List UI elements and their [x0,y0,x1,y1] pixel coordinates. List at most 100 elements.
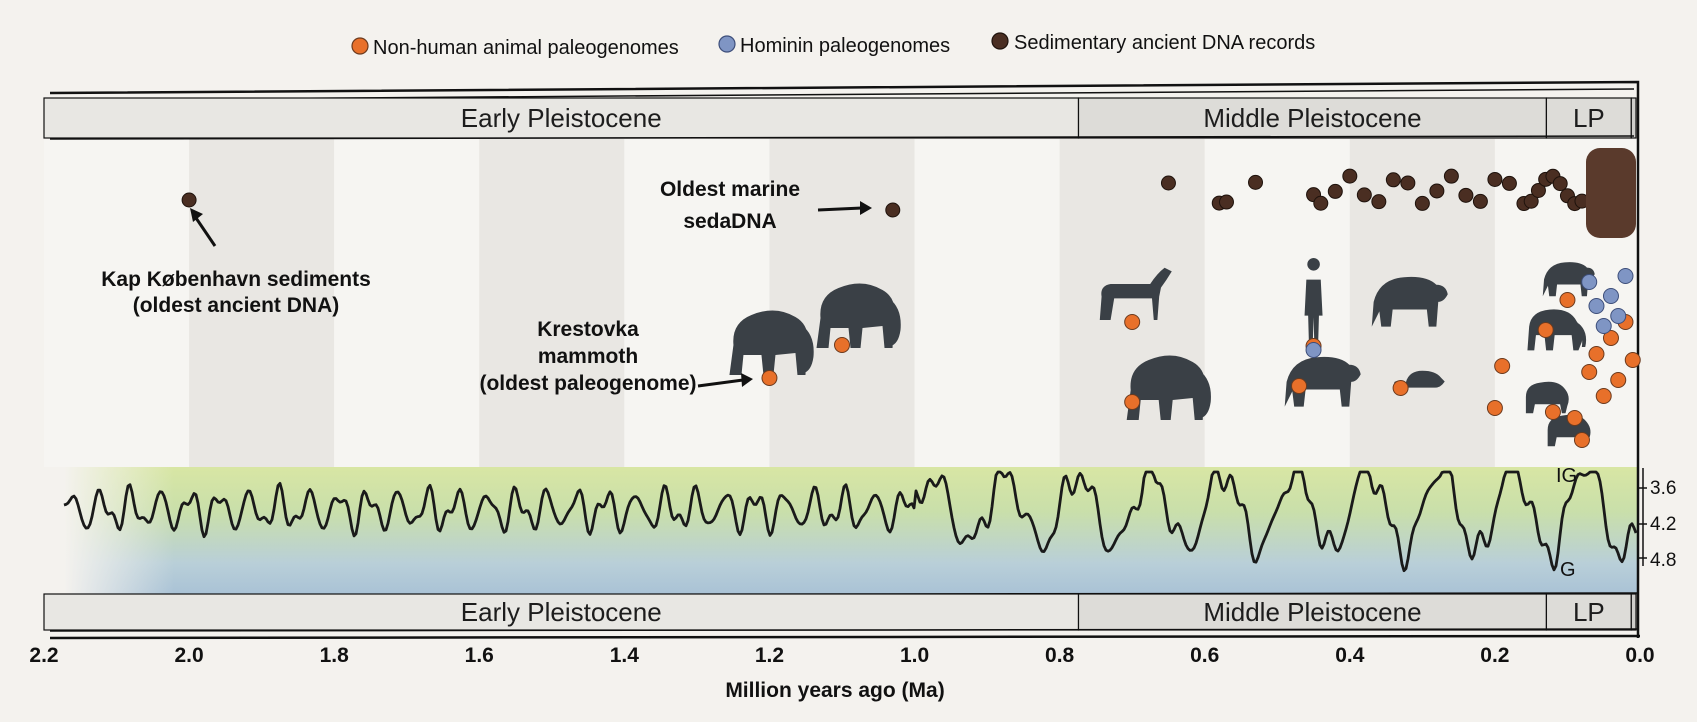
animal-bison-icon [1525,381,1569,414]
annotation-marine-sedadna: Oldest marine sedaDNA [660,178,872,233]
animal-mammoth-icon [1126,355,1211,420]
x-tick-label: 0.4 [1335,644,1365,667]
top-stage-2: LP [1545,97,1632,139]
nonhuman-paleogenome-point [1588,346,1605,362]
nonhuman-paleogenome-point [1291,378,1308,394]
nonhuman-paleogenome-point [1566,410,1583,426]
bottom-stage-1: Middle Pleistocene [1077,593,1548,631]
sedadna-point [1443,168,1459,184]
sedadna-point [1414,195,1430,211]
annotation-krest-line1: Krestovka [537,318,639,341]
top-stage-box-0 [43,97,1080,139]
bottom-stage-box-2 [1545,593,1632,631]
legend-item-sediment: Sedimentary ancient DNA records [991,32,1315,54]
bottom-stage-label-2: LP [1573,597,1605,627]
nonhuman-paleogenome-point [1559,292,1576,308]
nonhuman-paleogenome-point [1602,330,1619,346]
annotation-krest-arrowhead [741,373,753,387]
hominin-silhouette [1304,258,1323,348]
annotation-kap-kobenhavn: Kap København sediments (oldest ancient … [101,208,371,317]
nonhuman-paleogenome-point [1595,388,1612,404]
sedadna-point [1400,175,1416,191]
hominin-paleogenome-point [1602,288,1619,304]
horse-silhouette [1099,267,1172,320]
isotope-tick-48: 4.8 [1650,550,1676,571]
top-stage-0: Early Pleistocene [43,97,1080,139]
animal-elephant-icon [1527,309,1587,351]
animal-horse-icon [1099,267,1172,320]
legend-label-nonhuman: Non-human animal paleogenomes [373,37,679,59]
isotope-band: IG G 3.6 4.2 4.8 [63,465,1676,595]
mammoth-silhouette [729,310,814,375]
nonhuman-paleogenome-point [1494,358,1511,374]
annotation-kap-arrowhead [190,208,203,222]
legend-item-hominin: Hominin paleogenomes [718,35,950,57]
isotope-label-ig: IG [1556,465,1577,487]
sedadna-dense-cluster [1586,148,1636,238]
nonhuman-paleogenome-point [1124,314,1141,330]
animal-bear-icon [1371,276,1448,327]
bg-column-6 [914,139,1060,467]
bottom-band-bottom [49,628,1639,632]
sedadna-point [1313,195,1329,211]
nonhuman-paleogenome-point [1581,364,1598,380]
top-stage-label-0: Early Pleistocene [461,103,662,133]
sedadna-point [1523,193,1539,209]
sedadna-point [1429,183,1445,199]
top-stage-1: Middle Pleistocene [1077,97,1548,139]
nonhuman-paleogenome-point [1124,394,1141,410]
nonhuman-paleogenome-point [1537,322,1554,338]
sedadna-point [1356,187,1372,203]
x-tick-label: 0.0 [1625,644,1654,667]
legend: Non-human animal paleogenomes Hominin pa… [351,32,1315,59]
x-tick-label: 1.8 [320,644,350,667]
bear-silhouette [1284,356,1361,407]
annotation-krest-arrow [697,378,744,388]
axis-baseline [49,634,1641,640]
x-tick-label: 1.4 [610,644,640,667]
x-tick-label: 2.2 [29,644,58,667]
sedadna-point [181,192,197,208]
nonhuman-paleogenome-point [1573,432,1590,448]
annotation-marine-line1: Oldest marine [660,178,800,201]
bottom-stage-label-1: Middle Pleistocene [1203,597,1421,627]
isotope-band-fade [64,467,174,595]
mammoth-silhouette [816,283,901,348]
data-points [181,148,1641,448]
legend-marker-sediment [991,32,1009,50]
top-stage-box-2 [1545,97,1632,139]
sedadna-point [1248,174,1264,190]
x-axis-ticks: 2.2 2.0 1.8 1.6 1.4 1.2 1.0 0.8 0.6 0.4 0.2 0.0 [29,644,1654,667]
sedadna-point [1160,175,1176,191]
legend-marker-hominin [718,35,736,53]
x-tick-label: 1.2 [755,644,784,667]
isotope-band-fill [64,467,1638,595]
annotation-krestovka: Krestovka mammoth (oldest paleogenome) [479,318,753,395]
legend-label-hominin: Hominin paleogenomes [740,35,950,57]
top-frame-outer [49,80,1640,440]
sedadna-point [1371,194,1387,210]
bottom-stage-box-1 [1077,593,1548,631]
isotope-tick-42: 4.2 [1650,514,1676,535]
x-tick-label: 0.8 [1045,644,1075,667]
nonhuman-paleogenome-point [1392,380,1409,396]
top-stage-label-1: Middle Pleistocene [1203,103,1421,133]
animal-mammoth-icon [729,310,814,375]
x-tick-label: 0.2 [1480,644,1509,667]
isotope-tick-36: 3.6 [1650,478,1676,499]
nonhuman-paleogenome-point [1610,372,1627,388]
animal-mammoth-icon [816,283,901,348]
x-tick-label: 1.6 [465,644,494,667]
nonhuman-paleogenome-point [1624,352,1641,368]
sedadna-point [1218,194,1234,210]
sedadna-point [1342,168,1358,184]
x-tick-label: 0.6 [1190,644,1219,667]
animal-silhouettes [729,258,1595,447]
annotation-kap-line2: (oldest ancient DNA) [133,294,340,317]
legend-item-nonhuman: Non-human animal paleogenomes [351,37,679,59]
x-tick-label: 1.0 [900,644,929,667]
hominin-paleogenome-point [1305,342,1322,358]
bear-silhouette [1371,276,1448,327]
sedadna-point [885,202,901,218]
legend-label-sediment: Sedimentary ancient DNA records [1014,32,1315,54]
